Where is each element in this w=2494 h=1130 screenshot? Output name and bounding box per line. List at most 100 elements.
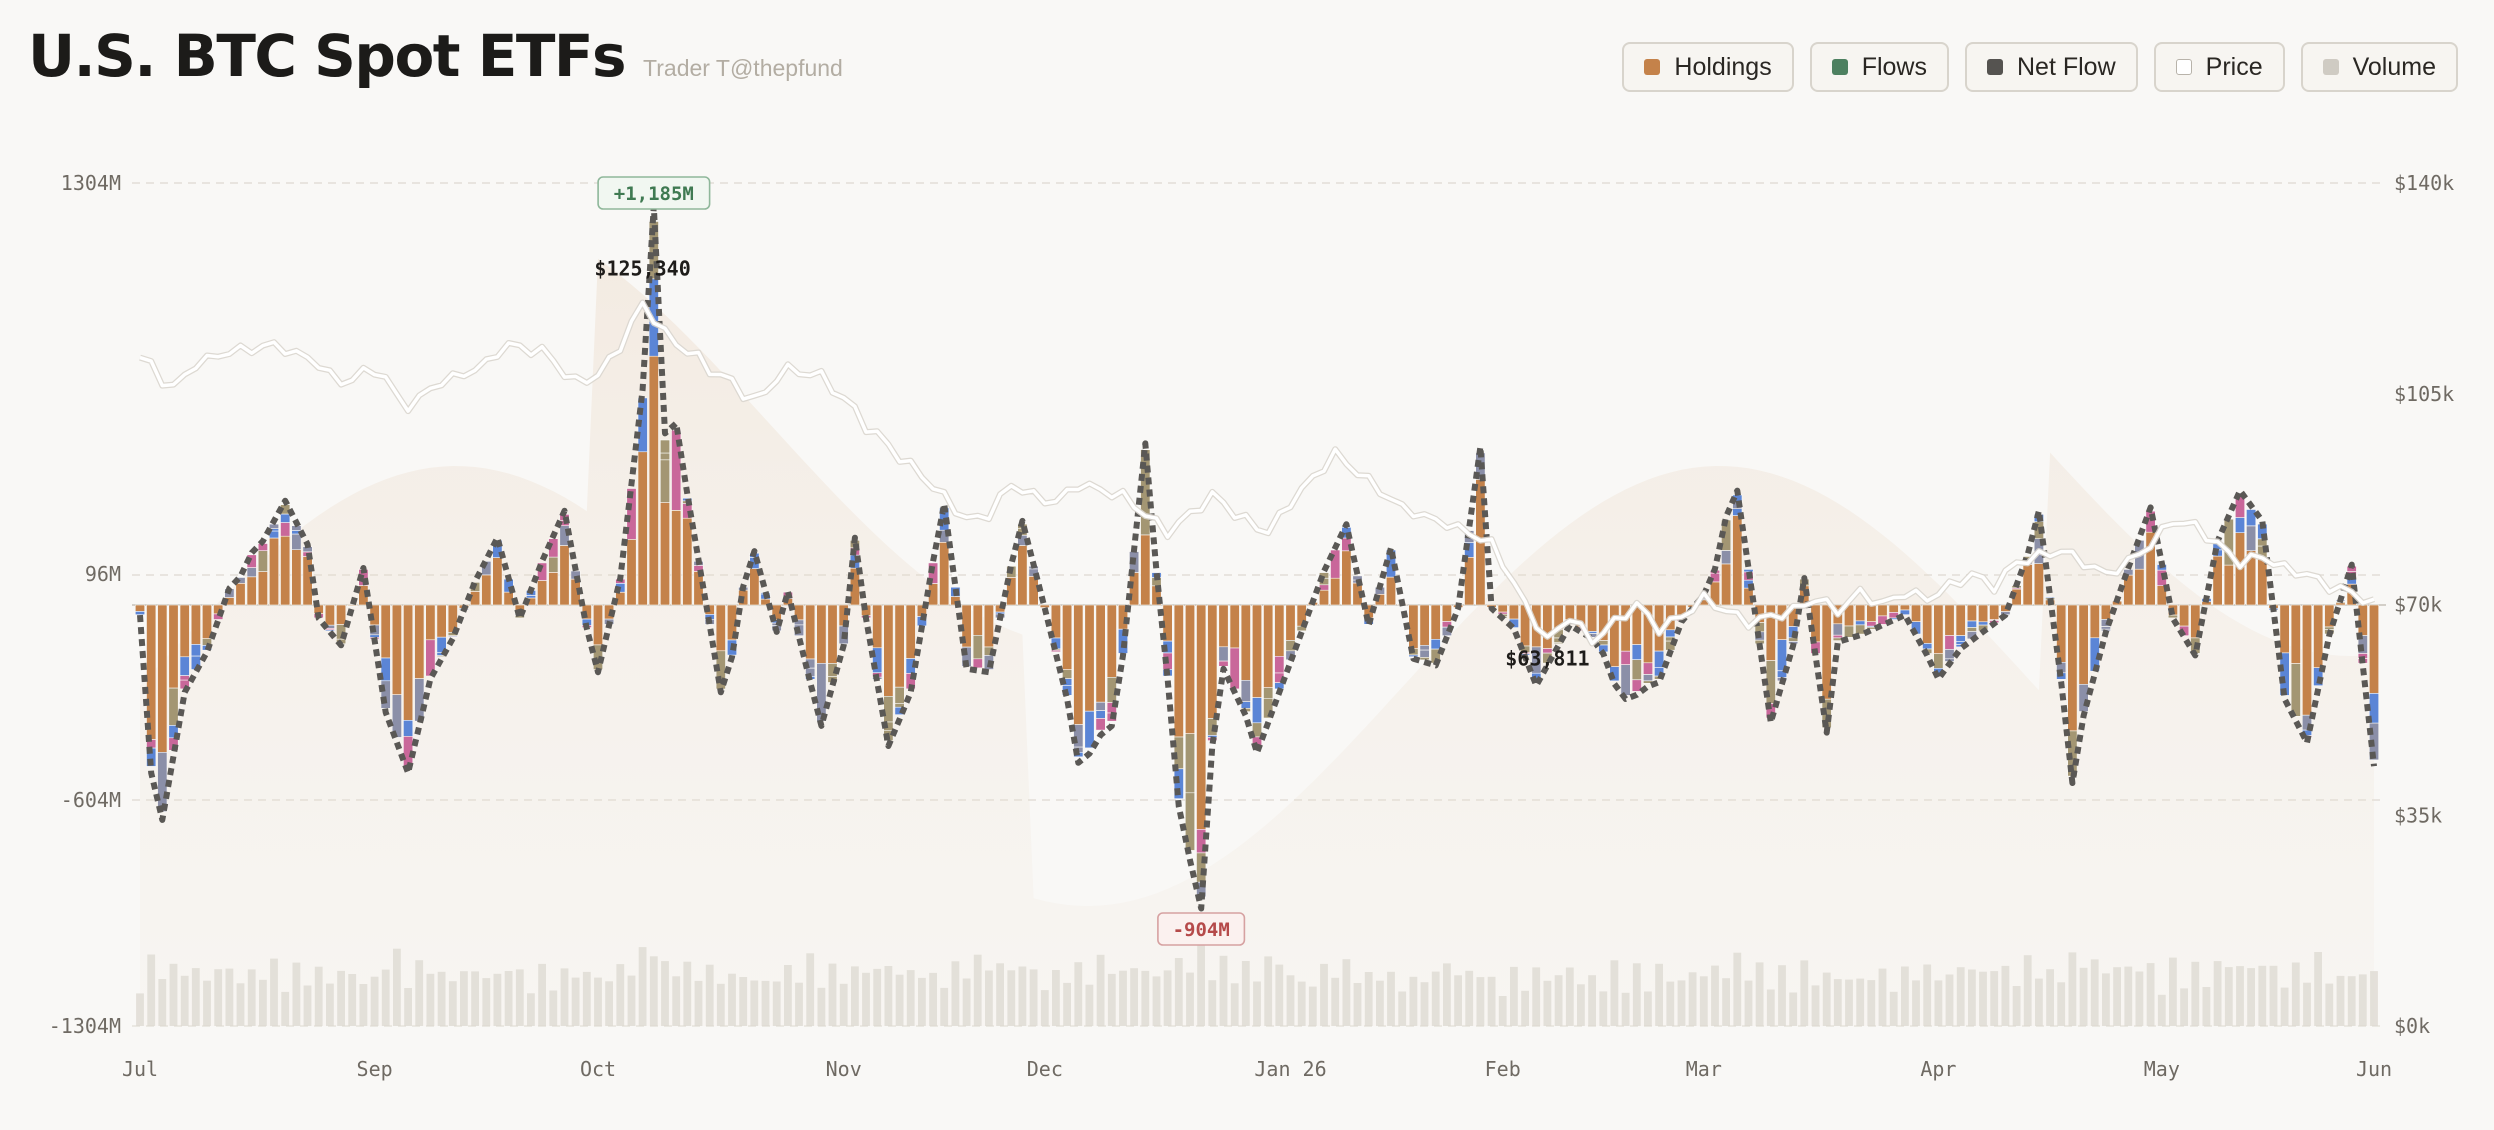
- flow-bar-segment: [1631, 644, 1642, 660]
- badge-label: -904M: [1173, 919, 1230, 941]
- volume-bar: [1845, 979, 1853, 1026]
- flow-bar-segment: [1073, 604, 1084, 725]
- badge-box: [597, 176, 711, 210]
- flow-bar-segment: [2033, 563, 2044, 606]
- volume-bar: [1208, 980, 1217, 1026]
- volume-bar: [1096, 954, 1105, 1026]
- flow-bar-segment: [671, 510, 682, 606]
- flow-bar-segment: [391, 694, 402, 738]
- flow-bar-segment: [1330, 577, 1341, 606]
- volume-bar: [694, 980, 703, 1026]
- flow-bar-segment: [883, 604, 894, 697]
- volume-bar: [1353, 983, 1362, 1026]
- flow-bar-segment: [1095, 701, 1106, 711]
- volume-bar: [1565, 967, 1574, 1026]
- flow-bar-segment: [1866, 604, 1877, 623]
- x-axis-tick: Oct: [580, 1057, 616, 1081]
- legend-flows-toggle[interactable]: Flows: [1809, 42, 1949, 92]
- volume-bar: [1018, 966, 1027, 1026]
- volume-bar: [929, 972, 937, 1026]
- volume-bar: [2102, 973, 2110, 1026]
- volume-bar: [2258, 965, 2267, 1026]
- flow-bar-segment: [1419, 604, 1430, 646]
- flow-bar-segment: [1721, 563, 1732, 606]
- volume-bar: [448, 981, 457, 1026]
- legend-price-toggle[interactable]: Price: [2153, 42, 2285, 92]
- volume-bar: [951, 961, 960, 1026]
- legend-holdings-toggle[interactable]: Holdings: [1622, 42, 1794, 92]
- legend-netflow-toggle[interactable]: Net Flow: [1965, 42, 2138, 92]
- flow-bar-segment: [481, 574, 492, 606]
- flow-bar-segment: [1855, 604, 1866, 622]
- legend-volume-label: Volume: [2352, 52, 2436, 81]
- volume-bar: [918, 977, 926, 1026]
- volume-bar: [2336, 975, 2345, 1026]
- volume-bar: [739, 977, 748, 1026]
- flow-bar-segment: [1911, 604, 1922, 623]
- volume-bar: [1733, 952, 1742, 1026]
- volume-bar: [1588, 975, 1596, 1026]
- volume-bar: [236, 983, 245, 1026]
- flow-bar-segment: [659, 459, 670, 503]
- legend-volume-toggle[interactable]: Volume: [2300, 42, 2458, 92]
- flow-bar-segment: [1185, 604, 1196, 734]
- volume-bar: [1889, 991, 1898, 1026]
- flow-bar-segment: [2290, 663, 2301, 717]
- flow-bar-segment: [1430, 604, 1441, 640]
- volume-bar: [2180, 988, 2188, 1026]
- flow-bar-segment: [894, 604, 905, 688]
- volume-bar: [2012, 986, 2021, 1026]
- flow-bar-segment: [1263, 604, 1274, 688]
- flow-bar-segment: [1665, 629, 1676, 638]
- volume-swatch: [2322, 59, 2339, 75]
- volume-bar: [1945, 974, 1954, 1026]
- flow-bar-segment: [168, 687, 179, 726]
- volume-bar: [1655, 963, 1663, 1026]
- volume-bar: [2347, 976, 2356, 1026]
- flow-bar-segment: [1855, 624, 1866, 635]
- flow-bar-segment: [1252, 604, 1263, 698]
- volume-bar: [649, 956, 658, 1026]
- axes: 1304M 96M -604M -1304M $140k $105k $70k $35k $0k…: [49, 171, 2454, 1081]
- x-axis-tick: Dec: [1027, 1057, 1063, 1081]
- max-flow-badge: +1,185M: [597, 176, 711, 210]
- flow-bar-segment: [939, 541, 950, 606]
- flow-bar-segment: [135, 611, 146, 616]
- volume-bar: [348, 974, 357, 1026]
- min-flow-badge: -904M: [1157, 912, 1246, 946]
- volume-bar: [750, 980, 759, 1026]
- flow-bar-segment: [1218, 660, 1229, 667]
- volume-bar: [1241, 961, 1250, 1026]
- volume-bar: [1487, 976, 1496, 1026]
- flow-bar-segment: [1944, 604, 1955, 636]
- volume-bar: [1454, 975, 1462, 1026]
- holdings-area-shape: [140, 258, 2374, 1026]
- flow-bar-segment: [380, 604, 391, 659]
- holdings-area: [140, 258, 2374, 1026]
- volume-bar: [1912, 980, 1920, 1026]
- flow-bar-segment: [1218, 646, 1229, 662]
- volume-bar: [460, 971, 468, 1026]
- volume-bar: [884, 966, 893, 1026]
- volume-bar: [1364, 972, 1373, 1026]
- flow-bar-segment: [972, 634, 983, 660]
- flow-bar-segment: [816, 604, 827, 664]
- flow-bar-segment: [525, 595, 536, 599]
- flow-bar-segment: [1620, 650, 1631, 666]
- left-axis-tick: -1304M: [49, 1014, 121, 1038]
- flow-bar-segment: [1330, 549, 1341, 579]
- volume-bar: [1174, 958, 1183, 1026]
- volume-bar: [851, 966, 859, 1026]
- volume-bar: [415, 960, 424, 1026]
- flow-bar-segment: [492, 557, 503, 606]
- flow-bar-segment: [1888, 604, 1899, 613]
- volume-bar: [795, 982, 803, 1026]
- flow-bar-segment: [414, 678, 425, 722]
- volume-bar: [1632, 963, 1641, 1026]
- flow-bar-segment: [659, 502, 670, 606]
- volume-bar: [1510, 966, 1518, 1026]
- volume-bar: [1711, 965, 1719, 1026]
- flow-bar-segment: [470, 591, 481, 606]
- flow-bar-segment: [369, 634, 380, 638]
